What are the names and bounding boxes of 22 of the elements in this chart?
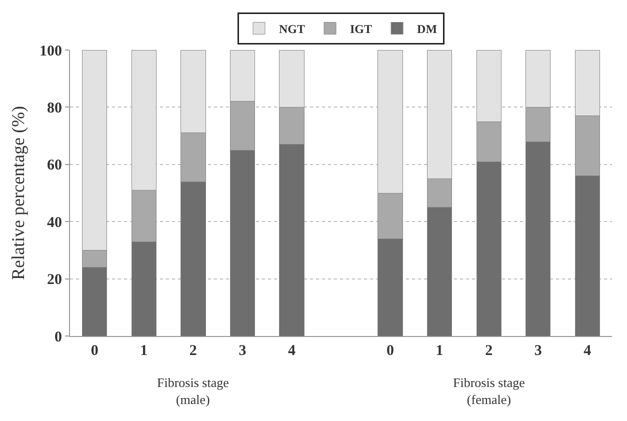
text: Fibrosis stage (female) — [453, 375, 526, 407]
y-tick-label: 20 — [47, 272, 62, 288]
x-tick-label: 1 — [140, 343, 148, 359]
y-tick-label: 100 — [40, 43, 62, 60]
x-tick-label: 2 — [189, 343, 197, 359]
x-tick-label: 3 — [238, 343, 246, 359]
y-tick-label: 80 — [47, 100, 62, 116]
y-tick-label: 60 — [47, 158, 62, 174]
x-tick-label: 0 — [90, 343, 98, 359]
y-axis-title: Relative percentage (%) — [8, 106, 28, 280]
x-tick-label: 1 — [436, 343, 444, 359]
legend-label: IGT — [350, 22, 372, 36]
x-tick-label: 4 — [584, 343, 592, 359]
x-tick-label: 4 — [288, 343, 296, 359]
x-tick-label: 2 — [485, 343, 493, 359]
legend-label: DM — [417, 22, 438, 36]
y-tick-label: 40 — [47, 214, 62, 231]
y-tick-label: 0 — [54, 329, 62, 346]
x-tick-label: 3 — [534, 343, 542, 359]
x-tick-label: 0 — [386, 343, 394, 359]
text: Fibrosis stage (male) — [157, 375, 230, 407]
legend-label: NGT — [279, 22, 306, 36]
